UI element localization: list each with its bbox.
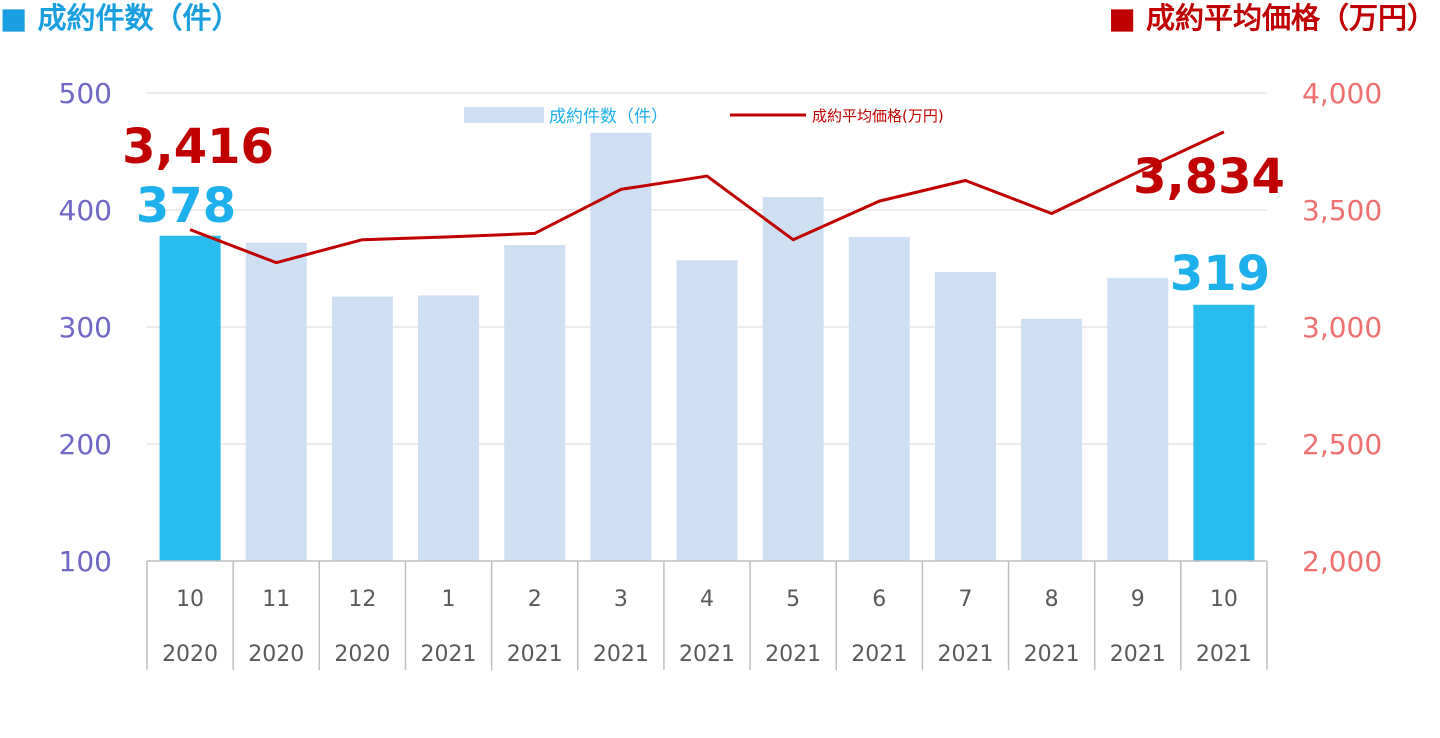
x-month-label: 7 xyxy=(958,587,972,612)
x-month-label: 11 xyxy=(262,587,290,612)
line-series xyxy=(189,130,1225,265)
callout-count-first: 378 xyxy=(136,178,236,234)
y-right-tick-label: 4,000 xyxy=(1302,77,1382,110)
bar xyxy=(590,132,652,561)
legend-line-label: 成約平均価格(万円) xyxy=(812,107,944,125)
x-year-label: 2021 xyxy=(1196,642,1252,667)
x-month-label: 3 xyxy=(614,587,628,612)
legend-bar-label: 成約件数（件） xyxy=(549,107,668,127)
bar xyxy=(934,272,996,561)
legend-bar-swatch xyxy=(464,107,544,123)
right-axis-heading: ■ 成約平均価格（万円） xyxy=(1109,1,1437,35)
bar xyxy=(676,260,738,561)
x-year-label: 2021 xyxy=(937,642,993,667)
x-month-label: 10 xyxy=(176,587,204,612)
y-left-tick-label: 300 xyxy=(59,311,112,344)
y-right-tick-label: 2,500 xyxy=(1302,428,1382,461)
legend: 成約件数（件） 成約平均価格(万円) xyxy=(464,107,944,127)
y-left-tick-label: 400 xyxy=(59,194,112,227)
y-left-tick-label: 100 xyxy=(59,545,112,578)
x-year-label: 2020 xyxy=(334,642,390,667)
x-axis: 10 2020 11 2020 12 2020 1 2021 2 2021 3 2021 4 2021 5 2… xyxy=(146,560,1268,670)
x-year-label: 2021 xyxy=(593,642,649,667)
x-month-label: 4 xyxy=(700,587,714,612)
bar xyxy=(159,235,221,562)
y-right-tick-label: 3,500 xyxy=(1302,194,1382,227)
x-month-label: 10 xyxy=(1210,587,1238,612)
bar xyxy=(1107,277,1169,561)
x-month-label: 2 xyxy=(528,587,542,612)
x-month-label: 5 xyxy=(786,587,800,612)
x-month-label: 8 xyxy=(1045,587,1059,612)
y-right-tick-label: 3,000 xyxy=(1302,311,1382,344)
bar xyxy=(504,245,566,561)
y-left-tick-label: 500 xyxy=(59,77,112,110)
bar xyxy=(245,242,307,561)
x-year-label: 2021 xyxy=(1110,642,1166,667)
bar-series xyxy=(159,132,1255,562)
x-year-label: 2021 xyxy=(851,642,907,667)
price-line xyxy=(189,130,1225,265)
y-right-tick-label: 2,000 xyxy=(1302,545,1382,578)
x-year-label: 2020 xyxy=(162,642,218,667)
x-year-label: 2021 xyxy=(765,642,821,667)
right-axis-ticks: 4,000 3,500 3,000 2,500 2,000 xyxy=(1302,77,1382,578)
x-month-label: 9 xyxy=(1131,587,1145,612)
callout-count-last: 319 xyxy=(1170,246,1270,302)
left-axis-heading: ■ 成約件数（件） xyxy=(0,1,241,35)
bar xyxy=(418,295,480,561)
x-month-label: 6 xyxy=(872,587,886,612)
x-year-label: 2021 xyxy=(679,642,735,667)
callout-price-last: 3,834 xyxy=(1133,149,1285,205)
left-axis-ticks: 500 400 300 200 100 xyxy=(59,77,112,578)
y-left-tick-label: 200 xyxy=(59,428,112,461)
x-month-label: 1 xyxy=(442,587,456,612)
bar xyxy=(1193,304,1255,561)
bar xyxy=(762,197,824,561)
x-year-label: 2021 xyxy=(1024,642,1080,667)
bar xyxy=(1021,318,1083,561)
x-year-label: 2021 xyxy=(421,642,477,667)
x-year-label: 2020 xyxy=(248,642,304,667)
x-year-label: 2021 xyxy=(507,642,563,667)
bar xyxy=(331,296,393,561)
callout-price-first: 3,416 xyxy=(122,119,274,175)
bar xyxy=(848,236,910,561)
x-month-label: 12 xyxy=(348,587,376,612)
